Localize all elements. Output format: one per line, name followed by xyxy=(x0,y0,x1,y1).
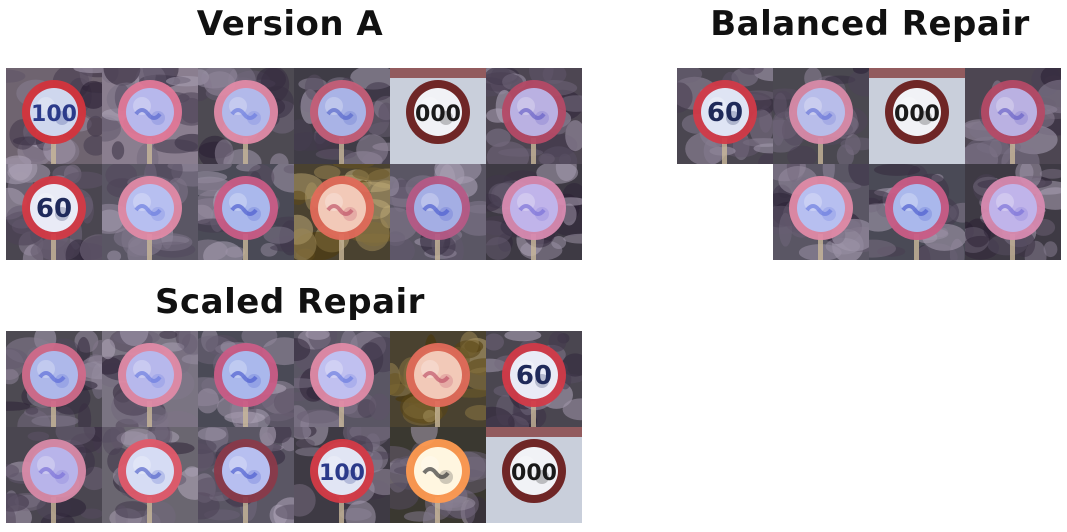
traffic-sign-image xyxy=(390,427,486,523)
traffic-sign-image: 60 xyxy=(6,164,102,260)
panel-title-scaled-repair: Scaled Repair xyxy=(155,282,425,322)
traffic-sign-image xyxy=(102,331,198,427)
traffic-sign-image xyxy=(294,331,390,427)
svg-text:100: 100 xyxy=(31,102,77,127)
traffic-sign-image: 000 xyxy=(486,427,582,523)
traffic-sign-image xyxy=(773,164,869,260)
traffic-sign-image xyxy=(486,164,582,260)
panel-title-balanced-repair: Balanced Repair xyxy=(710,4,1030,44)
traffic-sign-image xyxy=(294,164,390,260)
traffic-sign-image xyxy=(198,68,294,164)
traffic-sign-image xyxy=(6,331,102,427)
svg-text:60: 60 xyxy=(516,361,552,391)
traffic-sign-image: 000 xyxy=(390,68,486,164)
traffic-sign-image: 60 xyxy=(677,68,773,164)
traffic-sign-image xyxy=(773,68,869,164)
traffic-sign-image xyxy=(869,164,965,260)
svg-text:100: 100 xyxy=(319,461,365,486)
traffic-sign-image xyxy=(102,164,198,260)
traffic-sign-image xyxy=(965,68,1061,164)
traffic-sign-image xyxy=(102,68,198,164)
svg-text:000: 000 xyxy=(511,461,557,486)
traffic-sign-image xyxy=(198,331,294,427)
traffic-sign-image xyxy=(390,164,486,260)
traffic-sign-image xyxy=(294,68,390,164)
traffic-sign-image xyxy=(486,68,582,164)
traffic-sign-image xyxy=(390,331,486,427)
traffic-sign-image xyxy=(198,164,294,260)
traffic-sign-image xyxy=(965,164,1061,260)
traffic-sign-image: 000 xyxy=(869,68,965,164)
traffic-sign-image xyxy=(6,427,102,523)
svg-text:000: 000 xyxy=(415,102,461,127)
traffic-sign-image: 100 xyxy=(294,427,390,523)
svg-text:000: 000 xyxy=(894,102,940,127)
traffic-sign-image xyxy=(198,427,294,523)
svg-text:60: 60 xyxy=(707,98,743,128)
panel-title-version-a: Version A xyxy=(196,4,384,44)
svg-text:60: 60 xyxy=(36,194,72,224)
traffic-sign-image: 60 xyxy=(486,331,582,427)
traffic-sign-image: 100 xyxy=(6,68,102,164)
traffic-sign-image xyxy=(102,427,198,523)
